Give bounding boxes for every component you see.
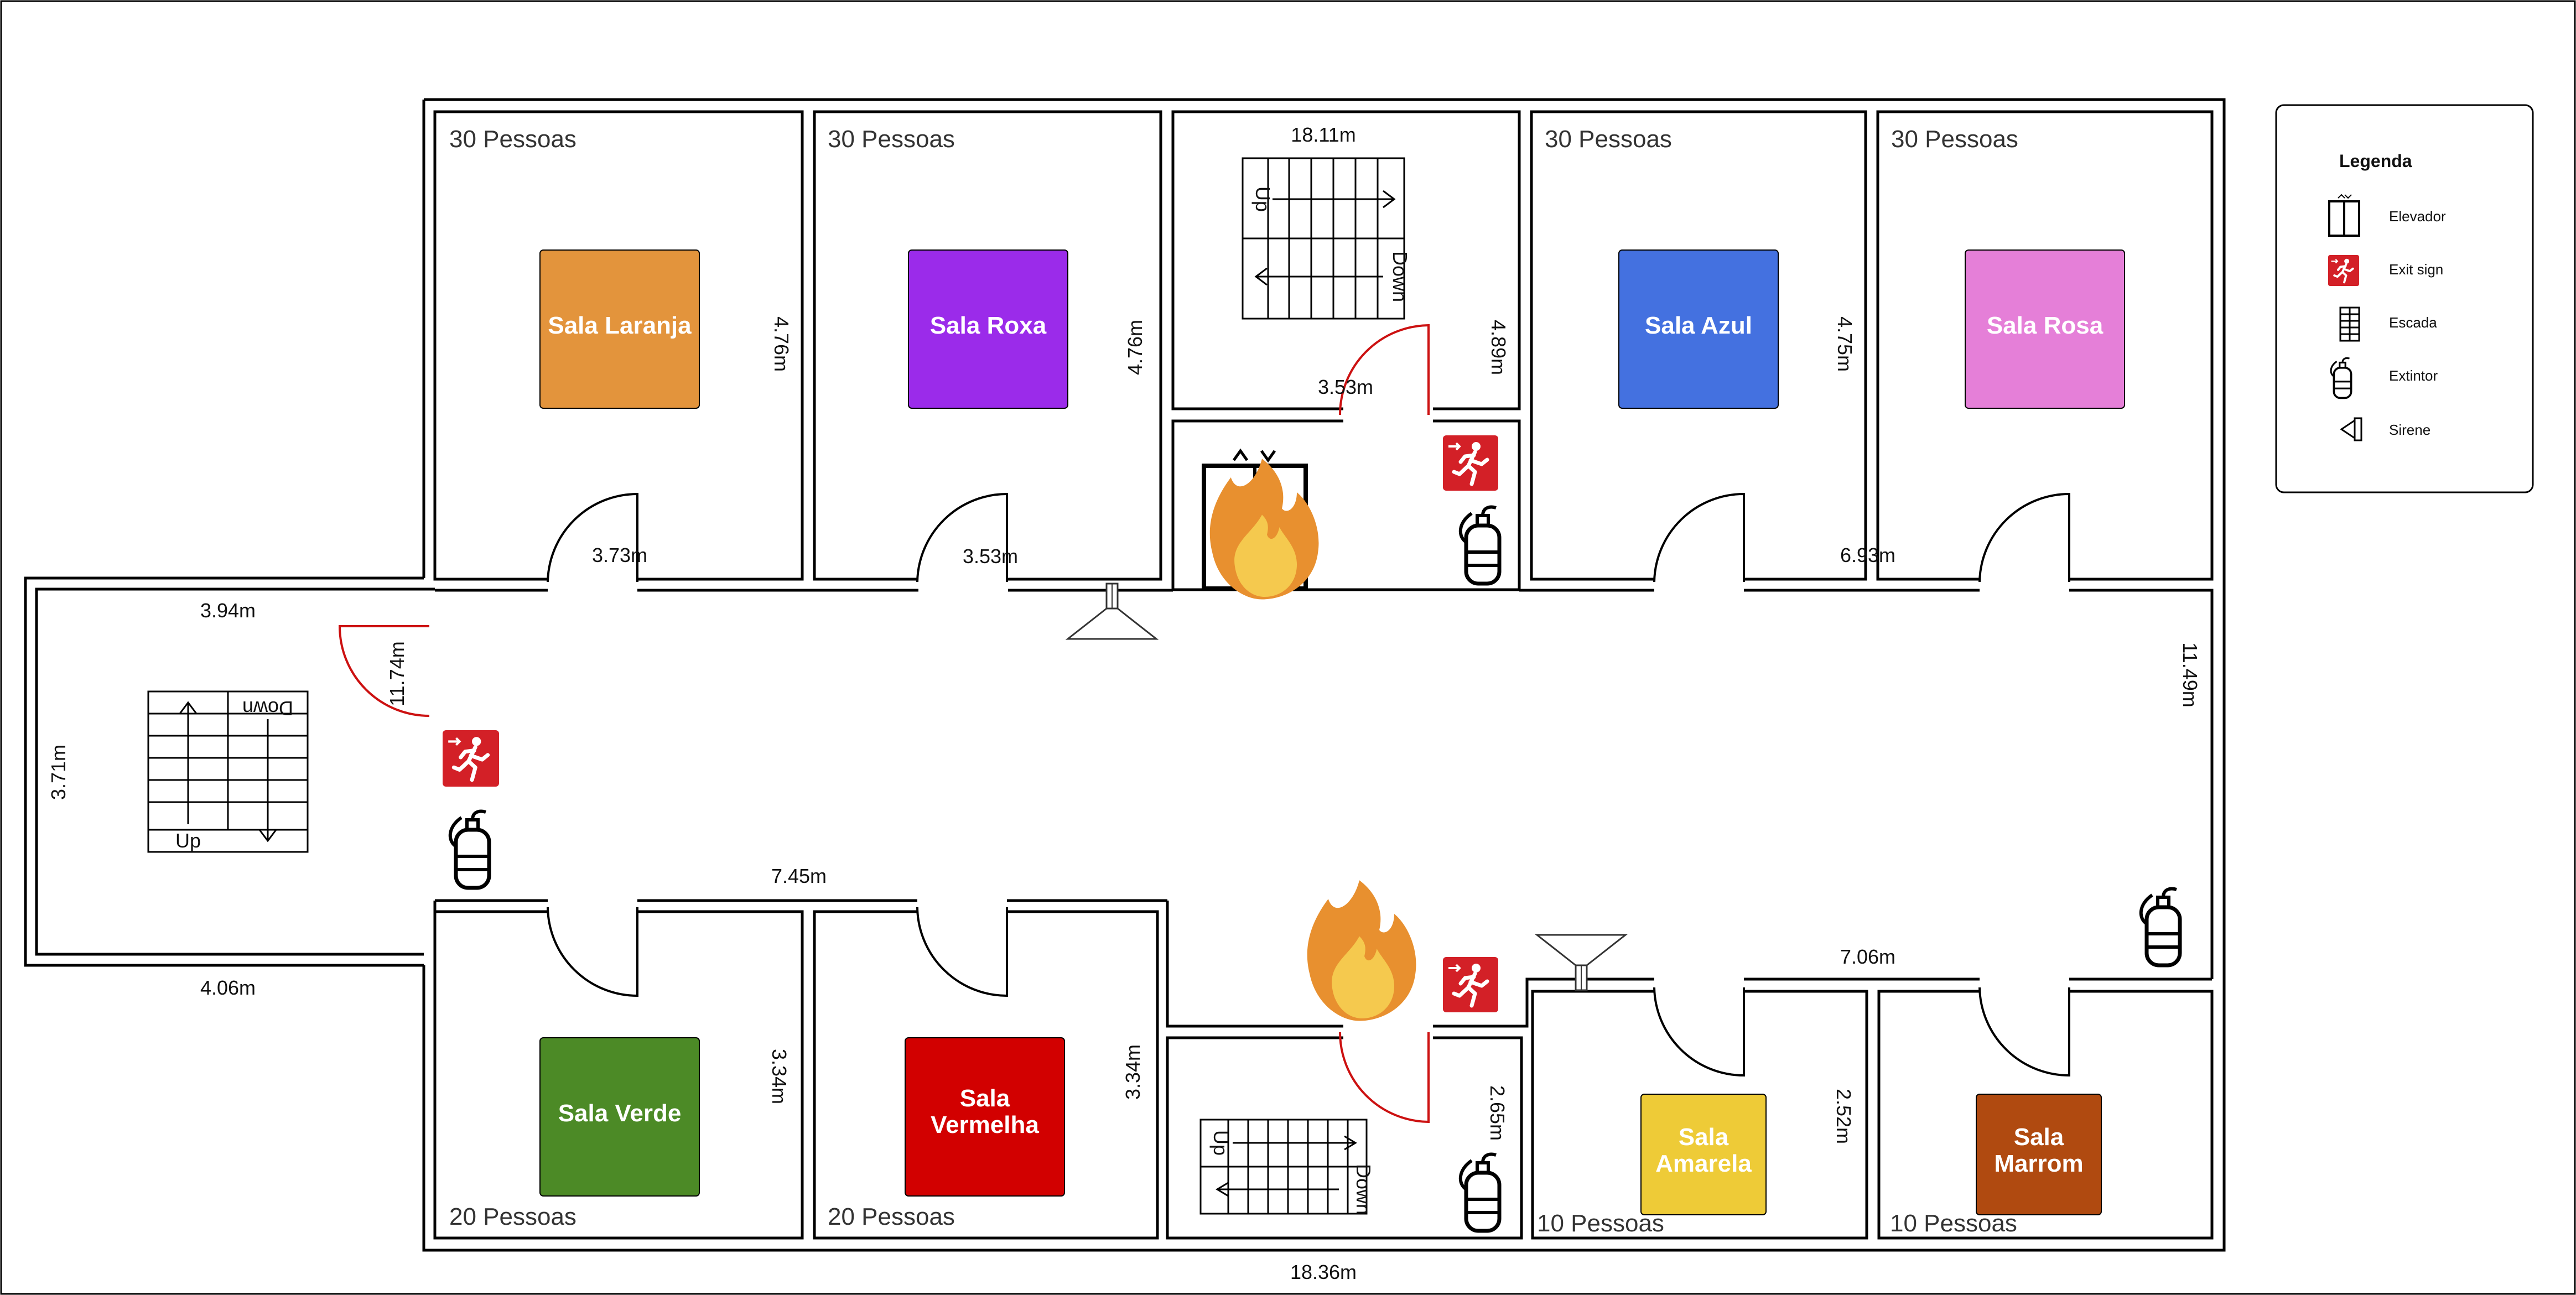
dim-left-room-top: 3.94m xyxy=(200,599,256,622)
door-openings xyxy=(420,404,2069,1042)
dim-amarela-height: 2.52m xyxy=(1832,1089,1855,1144)
dim-left-room-height: 3.71m xyxy=(47,745,70,800)
room-name-marrom-line2: Marrom xyxy=(1994,1150,2083,1177)
legend-siren-label: Sirene xyxy=(2389,422,2430,438)
dim-corridor-right: 11.49m xyxy=(2179,642,2201,707)
elevator-icon xyxy=(2328,194,2360,237)
room-block-4 xyxy=(539,1037,700,1197)
exit-sign-icon xyxy=(2328,255,2359,286)
room-name-azul: Sala Azul xyxy=(1645,312,1752,339)
stairs-left-up-label: Up xyxy=(175,829,201,852)
door-bottom-stair xyxy=(1339,1032,1430,1124)
exit-sign-icon-left xyxy=(443,730,499,787)
door-sala-marrom xyxy=(1978,987,2070,1077)
legend: Legenda Elevador Exit sign Escada Extint… xyxy=(2275,104,2534,493)
room-name-roxa: Sala Roxa xyxy=(930,312,1047,339)
legend-elevator-label: Elevador xyxy=(2389,208,2446,225)
room-name-amarela-line1: Sala xyxy=(1679,1124,1729,1151)
room-block-3 xyxy=(1965,249,2125,409)
room-name-vermelha-line2: Vermelha xyxy=(931,1111,1039,1138)
dim-verde-height: 3.34m xyxy=(768,1049,791,1104)
capacity-marrom: 10 Pessoas xyxy=(1890,1210,2017,1237)
legend-exit-label: Exit sign xyxy=(2389,261,2443,278)
room-block-2 xyxy=(1618,249,1779,409)
stairs-icon xyxy=(2339,306,2360,342)
dim-left-room-bottom: 4.06m xyxy=(200,976,256,999)
dim-top-stair-width: 18.11m xyxy=(1291,123,1355,146)
door-sala-rosa xyxy=(1978,492,2070,583)
capacity-laranja: 30 Pessoas xyxy=(449,126,577,153)
dim-vermelha-height: 3.34m xyxy=(1121,1044,1144,1100)
stairs-top-down-label: Down xyxy=(1389,251,1411,302)
room-name-marrom-line1: Sala xyxy=(2014,1124,2064,1151)
dim-amarela-top: 7.06m xyxy=(1840,945,1895,968)
door-sala-laranja xyxy=(547,492,638,583)
dim-roxa-height: 4.76m xyxy=(1124,320,1146,375)
door-sala-vermelha xyxy=(916,907,1008,997)
legend-extinguisher-label: Extintor xyxy=(2389,367,2438,384)
door-left-stair xyxy=(338,625,430,717)
exit-sign-icon-top xyxy=(1443,435,1498,491)
room-block-0 xyxy=(539,249,700,409)
legend-title: Legenda xyxy=(2339,151,2412,171)
room-name-vermelha-line1: Sala xyxy=(960,1085,1010,1112)
room-blocks xyxy=(539,249,2125,1215)
door-sala-amarela xyxy=(1653,987,1745,1077)
capacity-verde: 20 Pessoas xyxy=(449,1203,577,1230)
stairs-left-down-label: Down xyxy=(242,697,293,720)
capacity-azul: 30 Pessoas xyxy=(1545,126,1672,153)
legend-stairs-label: Escada xyxy=(2389,314,2437,331)
siren-icon xyxy=(2340,417,2362,441)
room-name-verde: Sala Verde xyxy=(558,1100,682,1127)
capacity-roxa: 30 Pessoas xyxy=(828,126,955,153)
dim-stair-room-height: 4.89m xyxy=(1487,320,1510,375)
left-annex-outer-wall xyxy=(24,576,424,967)
dim-laranja-door: 3.73m xyxy=(592,544,647,566)
walls xyxy=(24,98,2226,1252)
stairs-top xyxy=(1242,157,1405,320)
capacity-rosa: 30 Pessoas xyxy=(1891,126,2018,153)
dim-verde-top: 7.45m xyxy=(771,865,827,887)
stairs-left xyxy=(147,690,309,853)
room-name-amarela-line2: Amarela xyxy=(1655,1150,1752,1177)
dim-corridor-left: 11.74m xyxy=(386,641,408,706)
door-swings xyxy=(547,492,2070,1077)
dim-bottom-stair-height: 2.65m xyxy=(1486,1085,1509,1141)
exit-sign-icon-bottom xyxy=(1443,957,1498,1012)
room-name-rosa: Sala Rosa xyxy=(1987,312,2104,339)
dim-stair-door: 3.53m xyxy=(1318,376,1373,398)
door-sala-azul xyxy=(1653,492,1745,583)
room-block-1 xyxy=(908,249,1068,409)
stairs-bottom xyxy=(1199,1119,1368,1215)
dim-roxa-door: 3.53m xyxy=(963,545,1018,568)
stairs-top-up-label: Up xyxy=(1251,186,1274,212)
left-annex-inner-wall xyxy=(35,587,435,956)
room-name-laranja: Sala Laranja xyxy=(548,312,692,339)
stairs-bottom-up-label: Up xyxy=(1209,1130,1232,1156)
building-outer-wall xyxy=(422,98,2226,1252)
door-sala-verde xyxy=(547,907,638,997)
door-top-stair xyxy=(1339,324,1430,415)
door-sala-roxa xyxy=(916,492,1008,583)
dim-rosa-door: 6.93m xyxy=(1840,544,1895,566)
dim-total-width: 18.36m xyxy=(1290,1261,1357,1283)
room-block-7 xyxy=(1976,1094,2102,1215)
dim-laranja-height: 4.76m xyxy=(770,316,793,372)
dim-azul-height: 4.75m xyxy=(1834,316,1856,372)
capacity-vermelha: 20 Pessoas xyxy=(828,1203,955,1230)
dimension-labels: 18.11m 4.76m 4.76m 4.89m 4.75m 3.73m 3.5… xyxy=(47,123,2201,1283)
room-block-6 xyxy=(1640,1094,1767,1215)
emergency-door-swings xyxy=(338,324,1430,1124)
capacity-amarela: 10 Pessoas xyxy=(1537,1210,1664,1237)
stairs-bottom-down-label: Down xyxy=(1352,1164,1375,1215)
room-block-5 xyxy=(905,1037,1065,1197)
corridor-right-bottom-wall xyxy=(1166,901,2212,1028)
